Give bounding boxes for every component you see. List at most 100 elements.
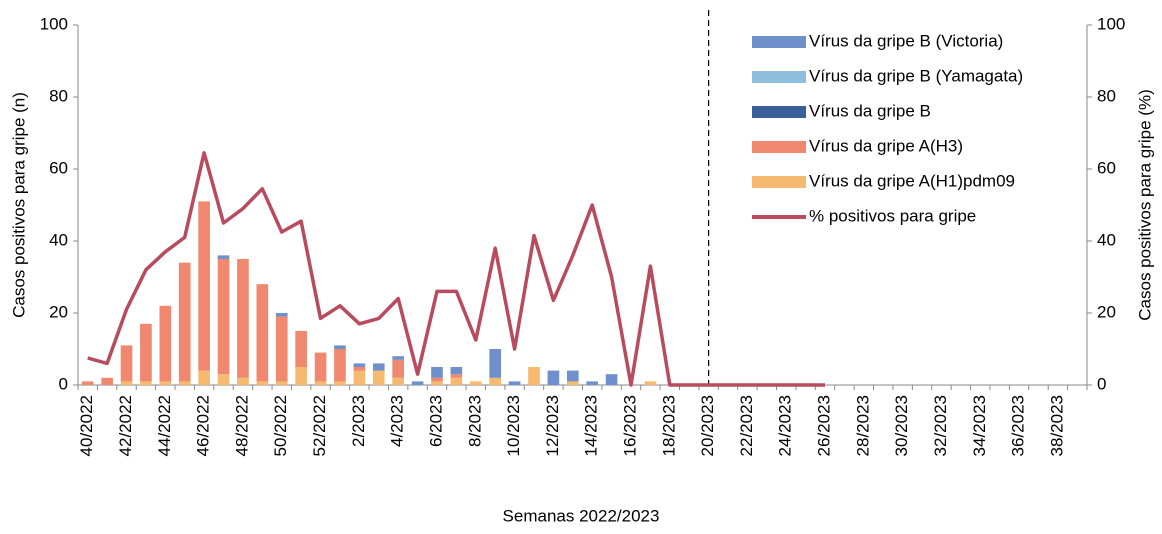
bar <box>547 370 560 385</box>
bar <box>217 374 230 385</box>
bar <box>256 381 269 385</box>
x-tick-label: 48/2022 <box>232 395 251 456</box>
y-tick-label: 0 <box>59 374 68 393</box>
bar <box>353 367 366 371</box>
bar <box>198 370 210 385</box>
legend-swatch <box>752 176 806 188</box>
bar <box>431 367 443 378</box>
bar <box>450 377 463 385</box>
bar <box>295 331 307 367</box>
y2-tick-label: 60 <box>1097 158 1116 177</box>
bar <box>217 259 230 375</box>
x-tick-label: 30/2023 <box>892 395 911 456</box>
bar <box>314 381 327 385</box>
legend-swatch <box>752 106 806 118</box>
bar <box>256 284 269 382</box>
x-tick-label: 8/2023 <box>465 395 484 447</box>
x-tick-label: 4/2023 <box>388 395 407 447</box>
legend-swatch <box>752 71 806 83</box>
x-tick-label: 42/2022 <box>116 395 135 456</box>
bar <box>314 352 327 382</box>
x-tick-label: 32/2023 <box>931 395 950 456</box>
bar <box>392 356 404 360</box>
bar <box>198 201 210 371</box>
y-tick-label: 20 <box>49 302 68 321</box>
y-tick-label: 40 <box>49 230 68 249</box>
bar <box>508 381 521 385</box>
x-tick-label: 44/2022 <box>155 395 174 456</box>
bar <box>275 316 288 382</box>
x-tick-label: 20/2023 <box>698 395 717 456</box>
bar <box>431 377 443 382</box>
bar <box>275 313 288 317</box>
bar <box>528 367 540 385</box>
legend-label: Vírus da gripe B (Victoria) <box>809 31 1003 50</box>
x-tick-label: 10/2023 <box>504 395 523 456</box>
bar <box>159 305 172 382</box>
bar <box>353 370 366 385</box>
bar <box>178 381 191 385</box>
legend-label: % positivos para gripe <box>809 206 976 225</box>
x-tick-label: 24/2023 <box>776 395 795 456</box>
y2-tick-label: 100 <box>1097 14 1125 33</box>
bar <box>120 381 133 385</box>
bar <box>411 381 424 385</box>
bar <box>450 374 463 378</box>
x-tick-label: 46/2022 <box>194 395 213 456</box>
legend-label: Vírus da gripe A(H3) <box>809 136 963 155</box>
bar <box>237 377 249 385</box>
y2-tick-label: 40 <box>1097 230 1116 249</box>
x-tick-label: 34/2023 <box>970 395 989 456</box>
bar <box>450 367 463 375</box>
x-tick-label: 26/2023 <box>815 395 834 456</box>
bar <box>605 374 618 385</box>
bar <box>217 255 230 259</box>
x-tick-label: 28/2023 <box>853 395 872 456</box>
bar <box>334 349 346 382</box>
y-tick-label: 100 <box>40 14 68 33</box>
bar <box>372 370 385 385</box>
bar <box>140 381 152 385</box>
x-tick-label: 50/2022 <box>271 395 290 456</box>
bar <box>275 381 288 385</box>
bar <box>586 381 599 385</box>
legend-swatch <box>752 36 806 48</box>
bar <box>334 381 346 385</box>
legend-swatch <box>752 141 806 153</box>
y-tick-label: 60 <box>49 158 68 177</box>
bar <box>392 377 404 385</box>
x-tick-label: 18/2023 <box>659 395 678 456</box>
bar <box>566 370 579 382</box>
bar <box>431 381 443 385</box>
x-tick-label: 52/2022 <box>310 395 329 456</box>
x-tick-label: 22/2023 <box>737 395 756 456</box>
x-axis-title: Semanas 2022/2023 <box>503 506 660 525</box>
bar <box>489 349 502 378</box>
y2-tick-label: 20 <box>1097 302 1116 321</box>
y2-tick-label: 80 <box>1097 86 1116 105</box>
x-tick-label: 2/2023 <box>349 395 368 447</box>
bar <box>295 367 307 385</box>
bar <box>566 381 579 385</box>
bar <box>469 381 482 385</box>
bar <box>353 363 366 367</box>
x-tick-label: 40/2022 <box>77 395 96 456</box>
x-tick-label: 36/2023 <box>1009 395 1028 456</box>
bar <box>489 377 502 385</box>
x-tick-label: 12/2023 <box>543 395 562 456</box>
bar <box>81 381 94 385</box>
bar <box>159 381 172 385</box>
legend-label: Vírus da gripe B <box>809 101 931 120</box>
bar <box>372 363 385 371</box>
bar <box>178 262 191 382</box>
bar <box>392 359 404 378</box>
bar <box>334 345 346 349</box>
legend-label: Vírus da gripe B (Yamagata) <box>809 66 1023 85</box>
y-axis-title: Casos positivos para gripe (n) <box>9 92 28 318</box>
legend-label: Vírus da gripe A(H1)pdm09 <box>809 171 1015 190</box>
bar <box>120 345 133 382</box>
x-tick-label: 6/2023 <box>426 395 445 447</box>
y2-axis-title: Casos positivos para gripe (%) <box>1135 89 1154 320</box>
bar <box>644 381 657 385</box>
